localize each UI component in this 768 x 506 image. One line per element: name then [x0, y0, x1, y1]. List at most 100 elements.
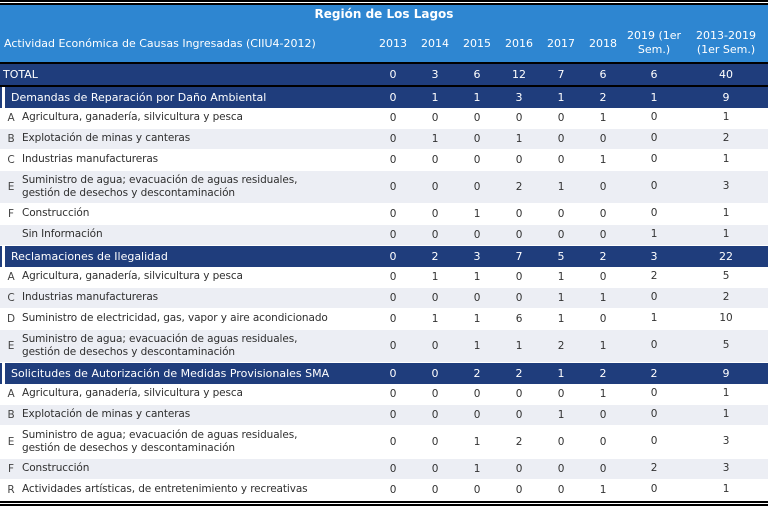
section-value-cell: 3	[650, 249, 658, 263]
value-cell: 1	[473, 271, 481, 283]
activity-letter: A	[7, 271, 15, 283]
section-value-cell: 2	[431, 250, 439, 263]
value-cell: 1	[599, 484, 607, 496]
value-cell: 1	[722, 387, 730, 400]
activity-label: Suministro de agua; evacuación de aguas …	[22, 428, 298, 454]
value-cell: 0	[473, 181, 481, 193]
total-value-cell: 6	[473, 68, 481, 81]
value-cell: 1	[557, 181, 565, 193]
value-cell: 0	[599, 208, 607, 220]
value-cell: 0	[431, 388, 439, 400]
value-cell: 0	[389, 271, 397, 283]
value-cell: 0	[389, 133, 397, 145]
section-value-cell: 0	[389, 250, 397, 263]
section-value-cell: 7	[515, 250, 523, 263]
value-cell: 0	[515, 208, 523, 220]
value-cell: 1	[599, 154, 607, 166]
section-value-cell: 2	[599, 367, 607, 380]
column-header-year: 2013-2019 (1er Sem.)	[696, 29, 756, 56]
value-cell: 0	[557, 112, 565, 124]
activity-label: Agricultura, ganadería, silvicultura y p…	[22, 270, 243, 283]
value-cell: 1	[557, 292, 565, 304]
table-row: B Explotación de minas y canteras 0 1 0 1 0 0 0 2	[0, 129, 768, 150]
section-value-cell: 5	[557, 250, 565, 263]
top-double-border	[0, 0, 768, 5]
activity-letter: C	[7, 154, 15, 166]
total-value-cell: 12	[512, 68, 526, 81]
value-cell: 0	[557, 154, 565, 166]
table-row: R Actividades artísticas, de entretenimie…	[0, 480, 768, 501]
section-header-bar: Reclamaciones de Ilegalidad 0 2 3 7 5 2 3 22	[5, 246, 768, 267]
table-title: Región de Los Lagos	[0, 5, 768, 24]
value-cell: 0	[389, 154, 397, 166]
value-cell: 3	[722, 180, 730, 193]
value-cell: 5	[722, 339, 730, 352]
column-header-year: 2016	[505, 36, 533, 50]
activity-letter: E	[7, 436, 15, 448]
value-cell: 0	[473, 409, 481, 421]
value-cell: 0	[515, 463, 523, 475]
activity-label: Sin Información	[22, 228, 103, 241]
value-cell: 0	[515, 112, 523, 124]
value-cell: 1	[599, 112, 607, 124]
value-cell: 0	[650, 111, 658, 124]
total-row: TOTAL 0 3 6 12 7 6 6 40	[0, 64, 768, 85]
value-cell: 0	[515, 229, 523, 241]
value-cell: 2	[557, 340, 565, 352]
value-cell: 1	[473, 436, 481, 448]
value-cell: 0	[557, 436, 565, 448]
value-cell: 0	[515, 154, 523, 166]
value-cell: 0	[650, 387, 658, 400]
table-row: A Agricultura, ganadería, silvicultura y …	[0, 108, 768, 129]
value-cell: 1	[722, 408, 730, 421]
value-cell: 2	[515, 181, 523, 193]
table-row: D Suministro de electricidad, gas, vapor …	[0, 309, 768, 330]
value-cell: 0	[473, 388, 481, 400]
value-cell: 1	[557, 409, 565, 421]
value-cell: 0	[431, 463, 439, 475]
value-cell: 0	[515, 409, 523, 421]
section-value-cell: 2	[650, 366, 658, 380]
activity-letter: B	[7, 133, 15, 145]
value-cell: 0	[389, 181, 397, 193]
value-cell: 0	[515, 271, 523, 283]
value-cell: 0	[473, 292, 481, 304]
column-header-activity: Actividad Económica de Causas Ingresadas…	[4, 36, 316, 50]
value-cell: 0	[473, 484, 481, 496]
value-cell: 1	[722, 207, 730, 220]
total-value-cell: 3	[431, 68, 439, 81]
activity-label: Construcción	[22, 207, 90, 220]
value-cell: 1	[431, 133, 439, 145]
value-cell: 0	[431, 112, 439, 124]
value-cell: 1	[599, 292, 607, 304]
total-value-cell: 6	[650, 67, 658, 81]
table-row: F Construcción 0 0 1 0 0 0 2 3	[0, 459, 768, 480]
section-header-bar: Solicitudes de Autorización de Medidas P…	[5, 363, 768, 384]
section-value-cell: 2	[599, 250, 607, 263]
value-cell: 1	[473, 340, 481, 352]
value-cell: 1	[599, 388, 607, 400]
bottom-double-border	[0, 501, 768, 506]
value-cell: 0	[431, 409, 439, 421]
value-cell: 1	[599, 340, 607, 352]
activity-label: Industrias manufactureras	[22, 291, 159, 304]
total-label: TOTAL	[3, 68, 38, 81]
table-row: A Agricultura, ganadería, silvicultura y …	[0, 267, 768, 288]
section-header-row: Demandas de Reparación por Daño Ambienta…	[0, 87, 768, 108]
activity-label: Construcción	[22, 462, 90, 475]
value-cell: 1	[722, 483, 730, 496]
section-value-cell: 22	[719, 249, 733, 263]
value-cell: 0	[650, 435, 658, 448]
value-cell: 0	[473, 229, 481, 241]
value-cell: 0	[431, 154, 439, 166]
value-cell: 0	[515, 484, 523, 496]
activity-letter: F	[8, 463, 14, 475]
value-cell: 0	[431, 340, 439, 352]
section-label: Demandas de Reparación por Daño Ambienta…	[11, 91, 267, 104]
value-cell: 10	[719, 312, 733, 325]
section-value-cell: 2	[473, 367, 481, 380]
value-cell: 0	[599, 271, 607, 283]
activity-label: Suministro de electricidad, gas, vapor y…	[22, 312, 328, 325]
column-header-year: 2014	[421, 36, 449, 50]
value-cell: 0	[557, 229, 565, 241]
